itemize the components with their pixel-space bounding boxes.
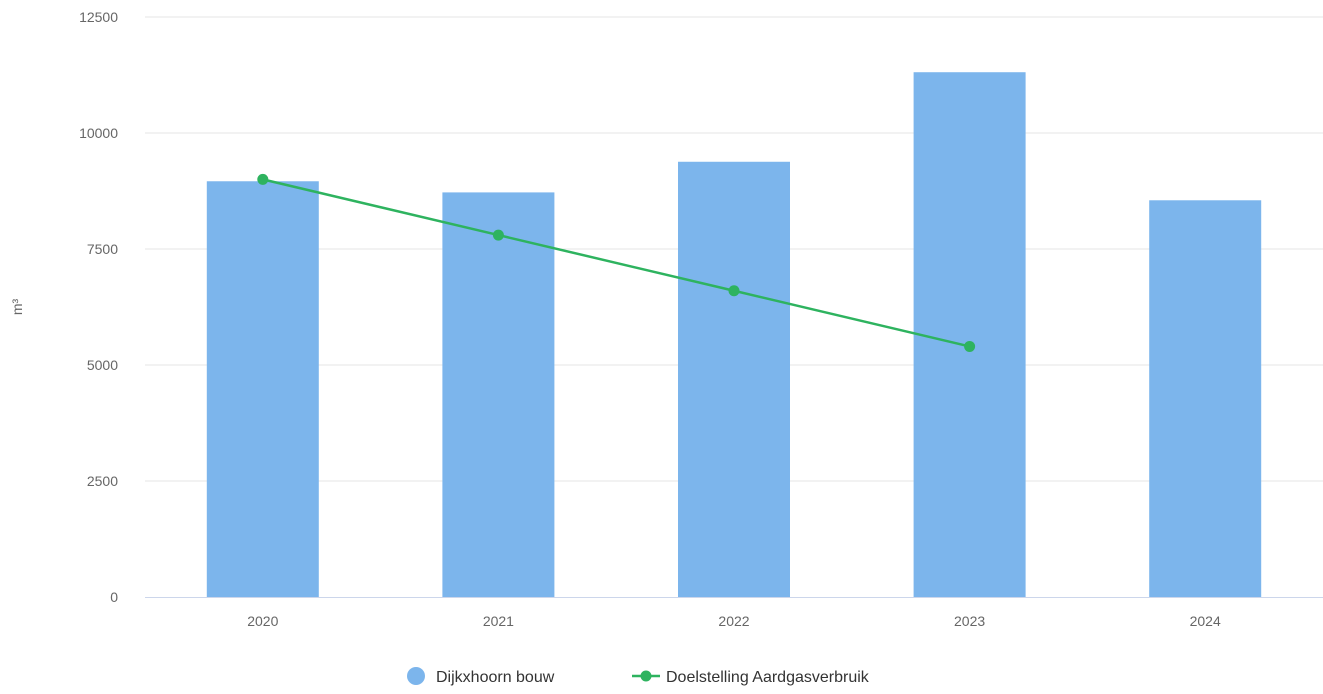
legend-bar-label: Dijkxhoorn bouw [436, 669, 555, 686]
line-point[interactable] [492, 229, 504, 241]
line-point[interactable] [964, 340, 976, 352]
legend: Dijkxhoorn bouw Doelstelling Aardgasverb… [407, 667, 870, 686]
x-axis-ticks: 2020 2021 2022 2023 2024 [247, 613, 1221, 629]
y-tick-label: 12500 [79, 9, 118, 25]
y-axis-label: m³ [9, 299, 25, 316]
y-tick-label: 0 [110, 589, 118, 605]
x-tick-label: 2023 [954, 613, 985, 629]
bar[interactable] [1149, 200, 1262, 597]
legend-bar-swatch [407, 667, 425, 685]
bar[interactable] [206, 181, 319, 598]
y-axis-ticks: 0 2500 5000 7500 10000 12500 [79, 9, 118, 605]
bar[interactable] [913, 72, 1026, 597]
legend-line-marker [640, 670, 652, 682]
x-tick-label: 2021 [483, 613, 514, 629]
y-tick-label: 2500 [87, 473, 118, 489]
y-tick-label: 5000 [87, 357, 118, 373]
x-tick-label: 2020 [247, 613, 278, 629]
bar[interactable] [442, 192, 555, 597]
y-tick-label: 7500 [87, 241, 118, 257]
bar-series [206, 72, 1262, 598]
line-point[interactable] [257, 173, 269, 185]
legend-item-line[interactable]: Doelstelling Aardgasverbruik [632, 669, 870, 686]
y-tick-label: 10000 [79, 125, 118, 141]
line-point[interactable] [728, 285, 740, 297]
x-tick-label: 2024 [1190, 613, 1221, 629]
target-line [262, 178, 970, 348]
bar[interactable] [678, 161, 790, 597]
legend-line-label: Doelstelling Aardgasverbruik [666, 669, 870, 686]
legend-item-bar[interactable]: Dijkxhoorn bouw [407, 667, 555, 686]
line-series [257, 173, 976, 352]
x-tick-label: 2022 [718, 613, 749, 629]
